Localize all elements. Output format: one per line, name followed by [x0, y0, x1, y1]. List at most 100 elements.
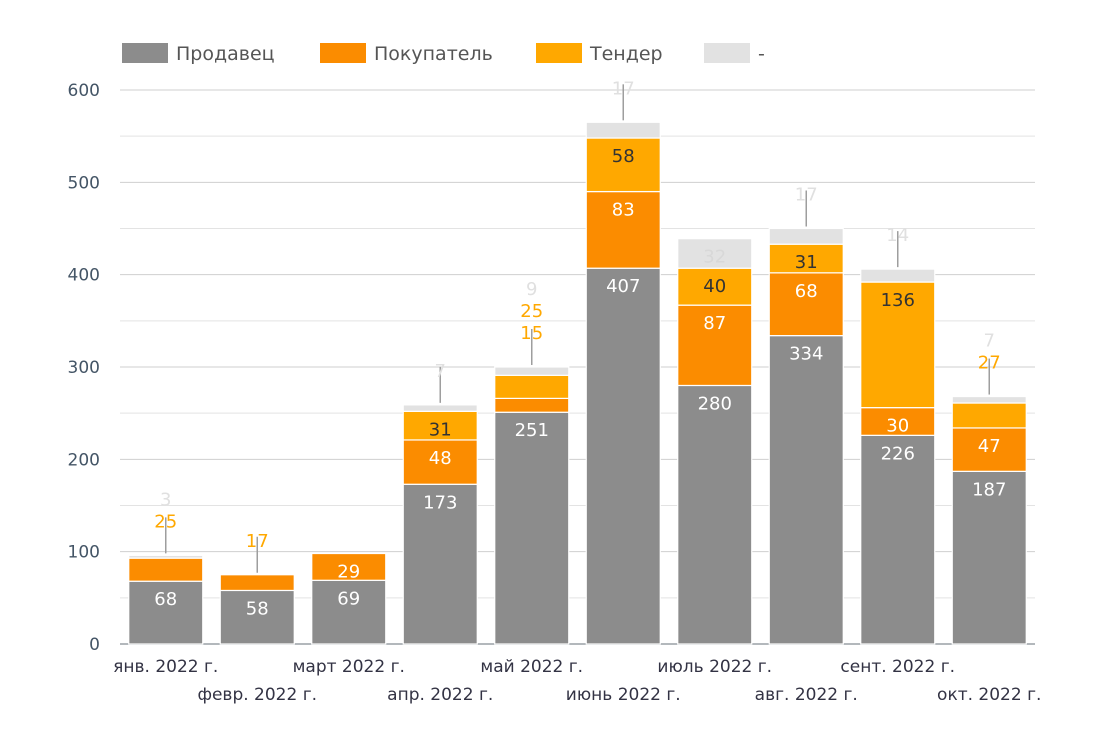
y-tick-label: 200 [68, 450, 100, 470]
bars [128, 121, 1027, 645]
data-label: 334 [789, 344, 823, 365]
bar-segment [677, 384, 753, 645]
data-label: 7 [435, 361, 446, 382]
bar-segment [677, 238, 753, 269]
data-label: 9 [526, 279, 537, 300]
bar-segment [128, 554, 204, 559]
legend-swatch [536, 43, 582, 63]
bar-segment [494, 411, 570, 645]
data-label: 47 [978, 436, 1001, 457]
y-tick-label: 600 [68, 81, 100, 101]
y-axis: 0 100 200 300 400 500 600 [68, 81, 100, 655]
bar-segment [951, 427, 1027, 472]
bar-segment [951, 470, 1027, 645]
bar-segment [768, 272, 844, 337]
x-tick-label: март 2022 г. [293, 657, 405, 677]
data-label: 7 [984, 331, 995, 352]
bar-segment [860, 281, 936, 409]
data-label: 173 [423, 492, 457, 513]
data-label: 68 [154, 589, 177, 610]
legend: Продавец Покупатель Тендер - [122, 43, 765, 65]
data-label: 29 [337, 562, 360, 583]
bar-segment [494, 366, 570, 376]
bar-segment [860, 268, 936, 283]
legend-swatch [320, 43, 366, 63]
data-label: 226 [881, 443, 915, 464]
bar-segment [585, 267, 661, 645]
bar-segment [128, 580, 204, 645]
bar-segment [311, 552, 387, 581]
x-axis: янв. 2022 г. февр. 2022 г. март 2022 г. апр… [113, 657, 1041, 705]
y-tick-label: 300 [68, 358, 100, 378]
grid [120, 89, 1035, 645]
data-label: 25 [154, 511, 177, 532]
bar-segment [494, 397, 570, 413]
bar-segment [219, 589, 295, 645]
data-label: 407 [606, 276, 640, 297]
bar-segment [402, 483, 478, 645]
data-label: 251 [515, 420, 549, 441]
data-label: 187 [972, 479, 1006, 500]
data-label: 58 [612, 146, 635, 167]
bar-segment [402, 404, 478, 412]
data-label: 58 [246, 598, 269, 619]
x-tick-label: окт. 2022 г. [937, 685, 1041, 705]
data-label: 15 [520, 323, 543, 344]
data-label: 40 [703, 276, 726, 297]
bar-segment [585, 190, 661, 269]
y-tick-label: 100 [68, 543, 100, 563]
x-tick-label: янв. 2022 г. [113, 657, 218, 677]
y-tick-label: 400 [68, 266, 100, 286]
data-label: 27 [978, 353, 1001, 374]
data-label: 25 [520, 301, 543, 322]
bar-segment [951, 402, 1027, 429]
bar-segment [768, 227, 844, 245]
data-label: 30 [886, 416, 909, 437]
data-label: 3 [160, 489, 171, 510]
legend-swatch [122, 43, 168, 63]
data-label: 32 [703, 247, 726, 268]
data-label: 69 [337, 588, 360, 609]
bar-segment [768, 335, 844, 645]
bar-segment [128, 557, 204, 582]
x-tick-label: июнь 2022 г. [566, 685, 681, 705]
data-label: 136 [881, 290, 915, 311]
data-label: 17 [795, 185, 818, 206]
bar-segment [219, 574, 295, 592]
bar-segment [494, 374, 570, 399]
data-label: 83 [612, 200, 635, 221]
bar-segment [402, 439, 478, 485]
y-tick-label: 0 [89, 635, 100, 655]
data-label: 48 [429, 448, 452, 469]
legend-swatch [704, 43, 750, 63]
bar-segment [768, 243, 844, 274]
data-label: 31 [795, 252, 818, 273]
x-tick-label: июль 2022 г. [657, 657, 772, 677]
data-label: 31 [429, 419, 452, 440]
x-tick-label: сент. 2022 г. [840, 657, 955, 677]
data-label: 87 [703, 313, 726, 334]
y-tick-label: 500 [68, 173, 100, 193]
bar-segment [585, 137, 661, 193]
data-label: 14 [886, 225, 909, 246]
bar-segment [402, 410, 478, 441]
x-tick-label: май 2022 г. [480, 657, 583, 677]
legend-label: Продавец [176, 43, 275, 65]
bar-segment [677, 304, 753, 387]
data-label: 68 [795, 281, 818, 302]
legend-label: Покупатель [374, 43, 493, 65]
bar-segment [860, 407, 936, 436]
x-tick-label: авг. 2022 г. [755, 685, 858, 705]
bar-segment [860, 434, 936, 645]
data-label: 17 [246, 531, 269, 552]
data-label: 280 [698, 393, 732, 414]
legend-label: Тендер [589, 43, 663, 65]
legend-label: - [758, 43, 765, 65]
x-tick-label: апр. 2022 г. [387, 685, 493, 705]
bar-segment [311, 579, 387, 645]
data-label: 17 [612, 78, 635, 99]
bar-segment [585, 121, 661, 139]
bar-segment [951, 395, 1027, 404]
